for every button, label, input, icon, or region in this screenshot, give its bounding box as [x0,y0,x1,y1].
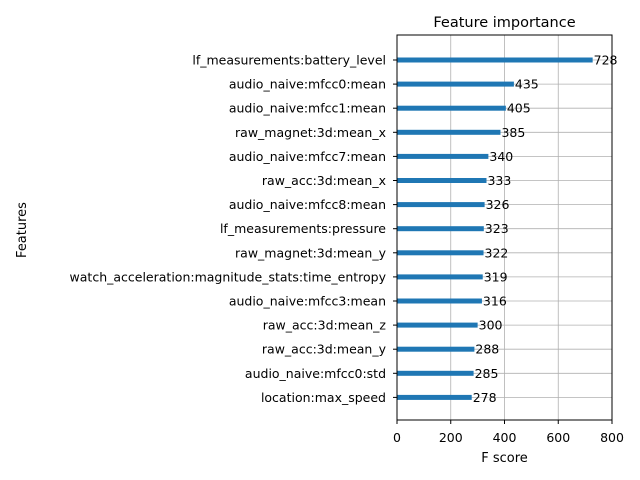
value-label: 278 [473,390,497,405]
x-tick-labels: 0 200 400 600 800 [393,420,624,445]
bar [397,178,487,183]
y-tick-label: audio_naive:mfcc7:mean [229,149,386,164]
bar [397,298,482,304]
y-tick-label: lf_measurements:pressure [220,221,386,236]
bar [397,250,484,256]
chart-title: Feature importance [433,15,575,31]
bar [397,202,485,208]
bar [397,153,489,159]
y-tick-label: raw_magnet:3d:mean_y [235,245,387,260]
value-labels: 728 435 405 385 340 333 326 323 322 319 316 300 288 2… [473,53,618,405]
value-label: 435 [515,77,539,92]
value-label: 326 [486,197,510,212]
y-tick-label: raw_magnet:3d:mean_x [235,125,386,140]
value-label: 316 [483,294,507,309]
value-label: 333 [487,173,511,188]
value-label: 728 [594,53,618,68]
bar [397,81,514,87]
bar [397,105,506,111]
x-tick-label: 600 [546,430,570,445]
y-tick-label: audio_naive:mfcc0:mean [229,77,386,92]
bar [397,322,478,328]
value-label: 323 [485,221,509,236]
y-tick-label: raw_acc:3d:mean_x [262,173,386,188]
y-tick-label: audio_naive:mfcc3:mean [229,294,386,309]
y-tick-label: raw_acc:3d:mean_y [262,342,387,357]
y-tick-label: audio_naive:mfcc8:mean [229,197,386,212]
y-tick-label: watch_acceleration:magnitude_stats:time_… [70,269,387,284]
value-label: 300 [479,318,503,333]
bar [397,57,593,63]
bar [397,370,474,376]
value-label: 340 [489,149,513,164]
bar [397,226,484,232]
value-label: 405 [507,101,531,116]
value-label: 322 [485,245,509,260]
y-tick-label: lf_measurements:battery_level [192,53,386,68]
x-tick-label: 0 [393,430,401,445]
value-label: 288 [475,342,499,357]
bar [397,129,501,135]
bar [397,346,475,352]
bar [397,274,483,280]
x-tick-label: 800 [600,430,624,445]
value-label: 385 [501,125,525,140]
y-tick-label: audio_naive:mfcc1:mean [229,101,386,116]
y-tick-label: location:max_speed [261,390,386,405]
y-tick-labels: lf_measurements:battery_level audio_naive… [70,53,397,405]
bar [397,394,472,400]
value-label: 319 [484,269,508,284]
bars [397,57,593,400]
x-tick-label: 400 [493,430,517,445]
value-label: 285 [475,366,499,381]
y-axis-label: Features [15,202,30,258]
x-tick-label: 200 [439,430,463,445]
x-axis-label: F score [481,451,528,466]
y-tick-label: raw_acc:3d:mean_z [263,318,387,333]
y-tick-label: audio_naive:mfcc0:std [245,366,386,381]
